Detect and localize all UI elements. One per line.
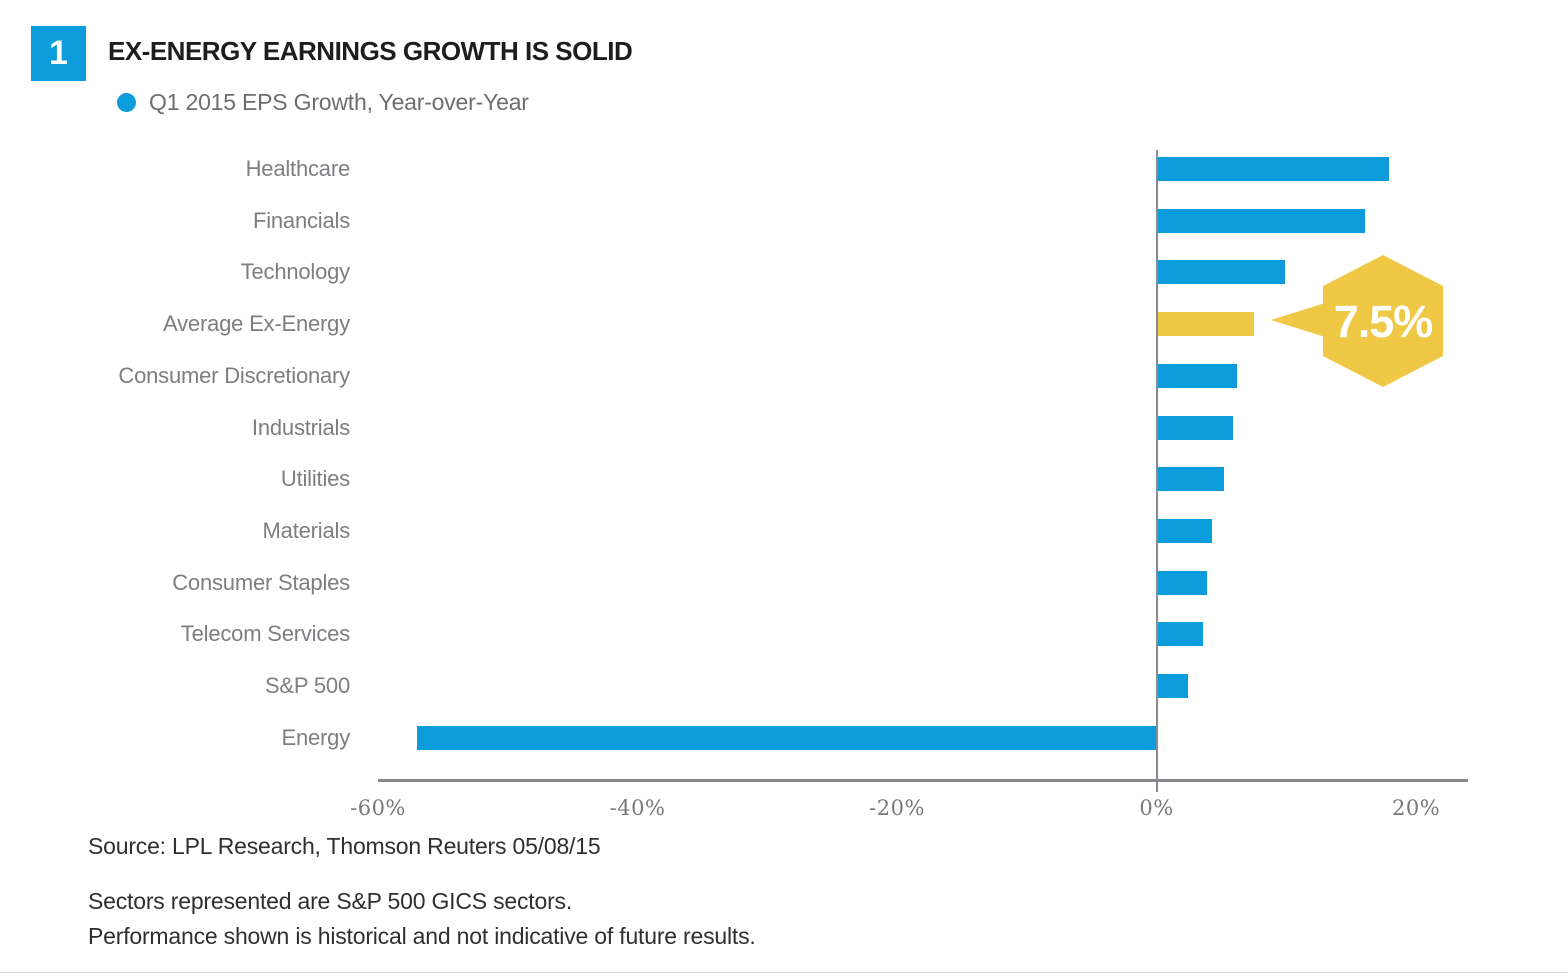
figure-number-badge: 1 xyxy=(31,26,86,81)
figure-title: EX-ENERGY EARNINGS GROWTH IS SOLID xyxy=(108,36,633,66)
x-tick-label: -60% xyxy=(350,796,406,820)
source-text: Source: LPL Research, Thomson Reuters 05… xyxy=(88,833,601,859)
category-label: Consumer Discretionary xyxy=(118,362,350,388)
legend-label: Q1 2015 EPS Growth, Year-over-Year xyxy=(149,89,529,115)
bar-technology xyxy=(1156,260,1286,285)
disclosure-line: Performance shown is historical and not … xyxy=(88,923,756,949)
bottom-divider xyxy=(0,972,1568,973)
figure-number: 1 xyxy=(49,34,68,72)
disclosures: Sectors represented are S&P 500 GICS sec… xyxy=(88,884,756,954)
category-label: Technology xyxy=(240,259,351,285)
bar-consumer-staples xyxy=(1156,570,1208,595)
callout-label: 7.5% xyxy=(1334,296,1433,347)
bar-consumer-discretionary xyxy=(1156,363,1237,388)
bar-energy xyxy=(416,725,1157,750)
category-label: Telecom Services xyxy=(180,621,350,647)
bar-financials xyxy=(1156,208,1366,233)
category-label: Materials xyxy=(262,517,351,543)
bar-industrials xyxy=(1156,415,1234,440)
bar-materials xyxy=(1156,518,1213,543)
hexagon-icon xyxy=(1323,255,1443,387)
callout-hexagon: 7.5% xyxy=(1271,255,1443,387)
x-tick-label: 0% xyxy=(1139,796,1174,820)
bar-s-p-500 xyxy=(1156,674,1188,698)
x-tick-label: 20% xyxy=(1392,796,1441,820)
category-label: Energy xyxy=(281,724,350,750)
category-label: S&P 500 xyxy=(264,673,350,698)
category-label: Financials xyxy=(252,207,350,233)
category-label: Consumer Staples xyxy=(172,569,350,595)
x-tick-label: -20% xyxy=(869,796,925,820)
bar-chart: Healthcare Financials Technology Average Ex… xyxy=(0,145,1568,845)
category-label: Average Ex-Energy xyxy=(163,311,350,337)
bar-utilities xyxy=(1156,467,1225,492)
category-label: Utilities xyxy=(280,466,350,492)
category-label: Industrials xyxy=(251,414,350,440)
x-axis-line xyxy=(378,779,1468,782)
category-label: Healthcare xyxy=(245,156,351,181)
callout-pointer-icon xyxy=(1271,303,1325,337)
chart-legend: Q1 2015 EPS Growth, Year-over-Year xyxy=(117,89,529,116)
legend-dot-icon xyxy=(117,93,136,112)
bar-telecom-services xyxy=(1156,622,1204,647)
zero-gridline xyxy=(1155,150,1158,792)
bar-healthcare xyxy=(1156,157,1389,181)
bar-average-ex-energy xyxy=(1156,312,1254,337)
x-tick-label: -40% xyxy=(609,796,666,820)
disclosure-line: Sectors represented are S&P 500 GICS sec… xyxy=(88,888,573,914)
